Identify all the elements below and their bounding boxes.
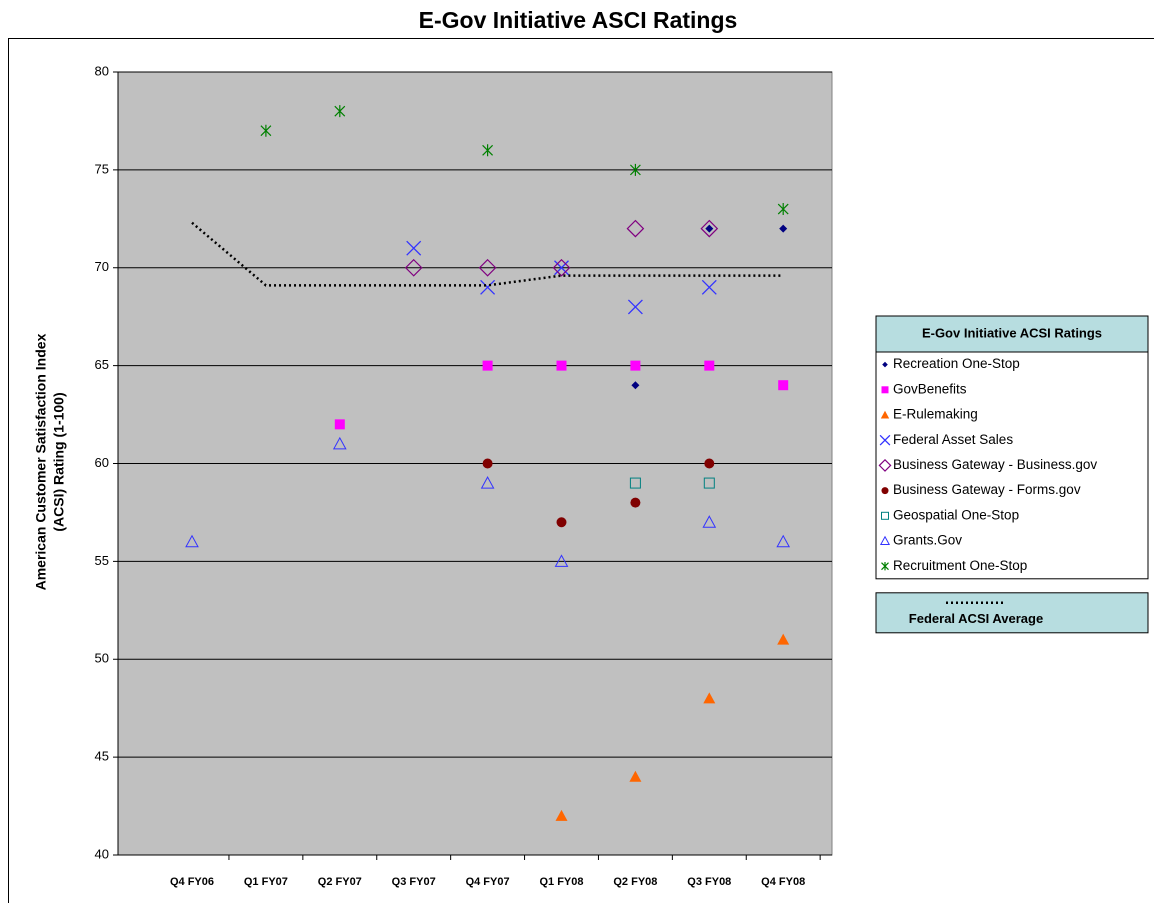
marker [881,487,889,495]
x-tick-label: Q2 FY07 [318,876,362,888]
legend-label: Grants.Gov [893,533,962,548]
data-point [260,124,272,137]
y-axis-label: American Customer Satisfaction Index [33,333,49,590]
data-point [332,436,347,450]
marker [881,511,889,520]
legend-box [875,351,1149,580]
y-tick-label: 65 [95,357,109,372]
legend-label: Business Gateway - Business.gov [893,457,1097,472]
data-point [334,105,346,118]
marker [881,386,889,394]
legend-label: Federal Asset Sales [893,432,1013,447]
x-tick-label: Q2 FY08 [613,876,657,888]
legend-header [875,315,1149,353]
data-point [482,144,494,157]
data-point [779,224,788,233]
data-point [629,770,642,782]
legend-label: Recruitment One-Stop [893,558,1027,573]
data-point [630,497,641,508]
average-line [191,221,784,287]
data-point [700,219,719,238]
legend-label: GovBenefits [893,381,967,396]
x-tick-label: Q4 FY06 [170,876,214,888]
legend-label: Recreation One-Stop [893,356,1020,371]
marker [881,562,889,571]
data-point [334,419,345,430]
x-tick-label: Q4 FY08 [761,876,805,888]
x-tick-label: Q3 FY07 [392,876,436,888]
data-point [778,380,789,391]
data-point [777,633,790,645]
data-point [554,554,569,567]
data-point [704,360,715,371]
data-point [701,279,717,295]
data-point [627,299,643,315]
data-point [556,517,567,528]
data-point [629,477,641,489]
y-tick-label: 50 [95,651,109,666]
y-tick-label: 55 [95,553,109,568]
data-point [482,360,493,371]
data-point [630,360,641,371]
data-point [185,534,199,548]
chart-title: E-Gov Initiative ASCI Ratings [419,7,738,33]
marker [882,361,888,368]
legend-title: E-Gov Initiative ACSI Ratings [922,325,1102,340]
data-point [406,240,422,256]
data-point [703,692,716,704]
legend-label: Federal ACSI Average [909,611,1043,626]
data-point [629,163,641,176]
data-point [776,534,791,548]
data-point [703,477,715,489]
data-point [626,219,645,238]
y-tick-label: 75 [95,161,109,176]
data-point [482,458,493,469]
x-tick-label: Q1 FY08 [539,876,583,888]
y-axis-label: (ACSI) Rating (1-100) [51,392,67,531]
data-point [552,258,571,277]
marker [879,535,891,545]
legend-label: Geospatial One-Stop [893,507,1019,522]
data-point [702,515,717,528]
x-tick-label: Q3 FY08 [687,876,731,888]
y-tick-label: 80 [95,63,109,78]
legend-label: Business Gateway - Forms.gov [893,482,1081,497]
data-point [555,809,568,821]
data-point [480,476,495,489]
marker [880,410,890,419]
data-point [705,224,714,233]
data-point [777,203,789,216]
y-tick-label: 45 [95,749,109,764]
chart-frame [8,38,1154,903]
y-tick-label: 70 [95,259,109,274]
x-tick-label: Q4 FY07 [466,876,510,888]
data-point [480,279,496,295]
data-point [404,258,423,277]
data-point [556,360,567,371]
data-point [554,260,569,276]
legend-label: E-Rulemaking [893,407,978,422]
data-point [704,458,715,469]
legend-box [875,592,1149,634]
data-point [478,258,497,277]
marker [879,434,891,446]
marker [878,458,892,472]
y-tick-label: 60 [95,455,109,470]
y-tick-label: 40 [95,846,109,861]
data-point [631,381,640,390]
x-tick-label: Q1 FY07 [244,876,288,888]
